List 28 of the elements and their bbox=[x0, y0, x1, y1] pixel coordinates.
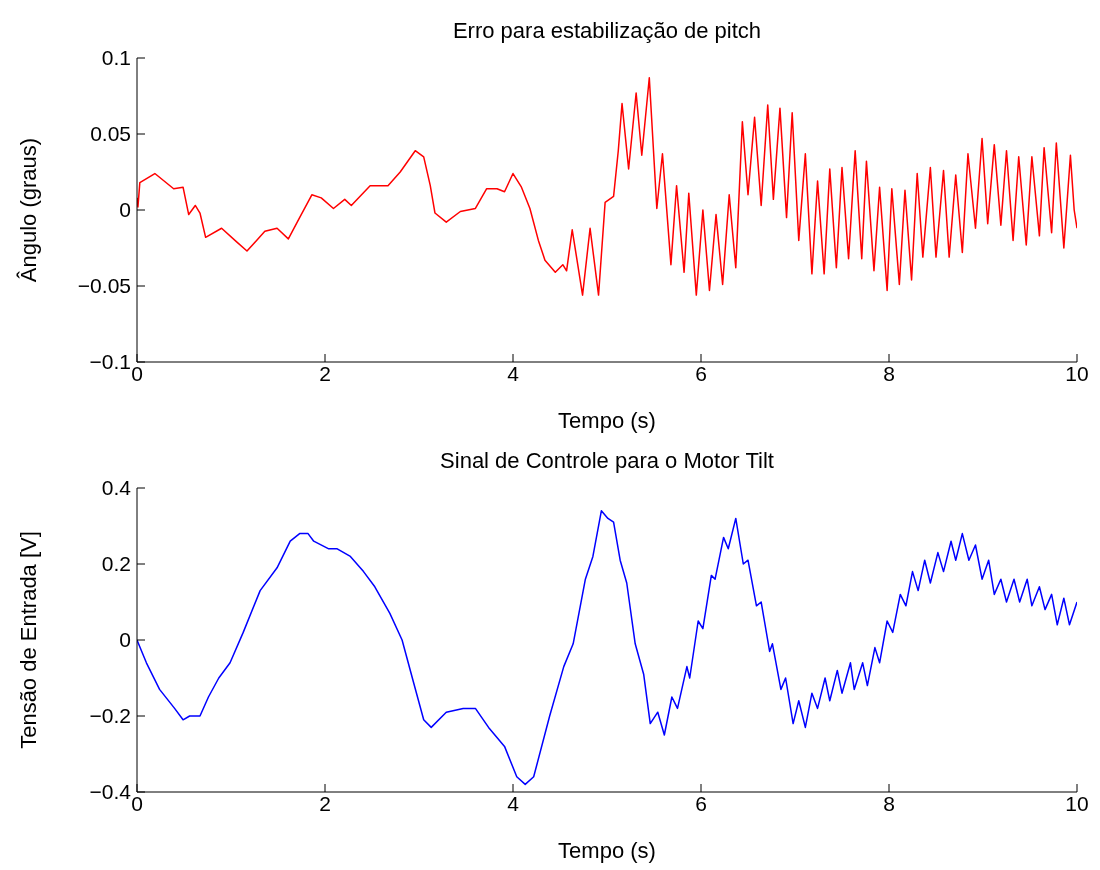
x-tick-label: 4 bbox=[507, 791, 520, 815]
x-tick-label: 4 bbox=[507, 361, 520, 385]
y-tick-label: 0.2 bbox=[101, 552, 131, 576]
y-tick-label: 0 bbox=[119, 628, 131, 652]
y-axis-title: Ângulo (graus) bbox=[15, 137, 41, 283]
y-tick-label: −0.2 bbox=[89, 704, 131, 728]
x-tick-label: 10 bbox=[1065, 361, 1089, 385]
x-tick-label: 2 bbox=[319, 361, 331, 385]
chart-title: Sinal de Controle para o Motor Tilt bbox=[439, 448, 775, 474]
x-axis-title: Tempo (s) bbox=[558, 838, 656, 863]
x-tick-label: 6 bbox=[695, 791, 707, 815]
x-tick-label: 8 bbox=[883, 791, 895, 815]
y-tick-label: −0.05 bbox=[77, 274, 131, 298]
x-tick-label: 10 bbox=[1065, 791, 1089, 815]
y-tick-label: −0.4 bbox=[89, 780, 132, 804]
y-tick-label: 0.05 bbox=[90, 122, 131, 146]
y-tick-label: 0.4 bbox=[101, 476, 132, 500]
x-axis-title: Tempo (s) bbox=[558, 408, 656, 433]
y-axis-title: Tensão de Entrada [V] bbox=[15, 531, 41, 749]
line-series bbox=[137, 77, 1077, 296]
x-tick-label: 6 bbox=[695, 361, 707, 385]
y-tick-label: −0.1 bbox=[89, 350, 131, 374]
x-tick-label: 2 bbox=[319, 791, 331, 815]
y-tick-label: 0.1 bbox=[101, 46, 131, 70]
y-tick-label: 0 bbox=[119, 198, 131, 222]
line-series bbox=[137, 510, 1077, 786]
chart-title: Erro para estabilização de pitch bbox=[451, 18, 763, 44]
x-tick-label: 8 bbox=[883, 361, 895, 385]
